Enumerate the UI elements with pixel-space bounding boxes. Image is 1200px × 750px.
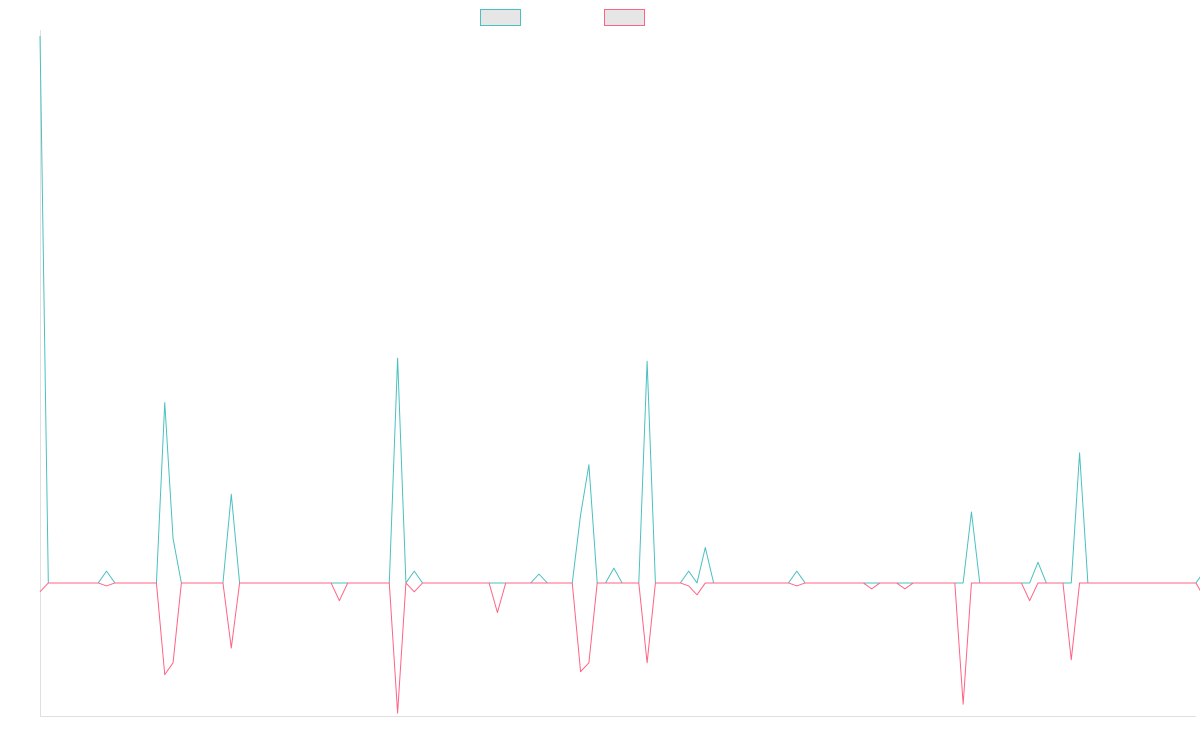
series-line-2 xyxy=(39,582,1200,714)
legend-swatch-2[interactable] xyxy=(604,9,645,26)
legend-swatch-1[interactable] xyxy=(480,9,521,26)
axes xyxy=(40,30,1196,717)
plot-area xyxy=(39,35,1200,714)
series-line-1 xyxy=(39,35,1200,584)
legend xyxy=(480,9,645,26)
